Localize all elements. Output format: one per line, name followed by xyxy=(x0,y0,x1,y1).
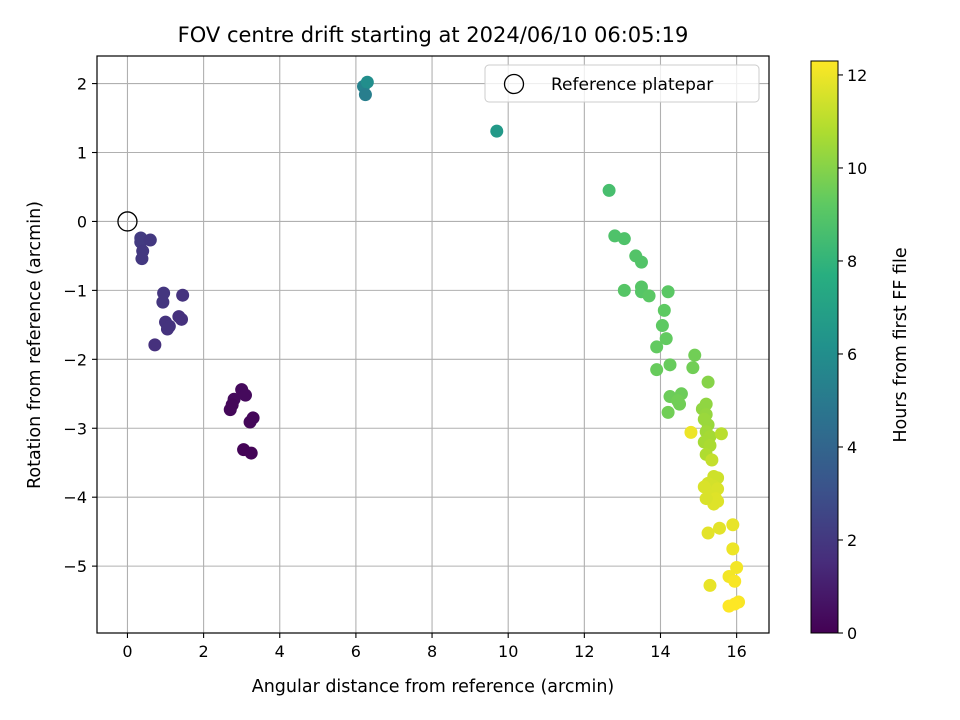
data-point xyxy=(176,288,190,302)
colorbar-tick-label: 4 xyxy=(847,438,857,457)
data-point xyxy=(730,561,744,575)
data-point xyxy=(659,332,673,346)
y-tick-label: −2 xyxy=(63,350,87,369)
x-axis-ticks: 0 2 4 6 8 10 12 14 16 xyxy=(122,633,747,661)
y-axis-ticks: −5 −4 −3 −2 −1 0 1 2 xyxy=(63,75,97,576)
reference-point xyxy=(117,211,138,232)
legend: Reference platepar xyxy=(484,64,760,103)
plot-frame xyxy=(96,55,770,634)
data-point xyxy=(703,578,717,592)
grid-lines xyxy=(97,56,769,633)
data-point xyxy=(661,405,675,419)
x-tick-label: 0 xyxy=(122,642,132,661)
y-tick-label: −1 xyxy=(63,281,87,300)
x-tick-label: 14 xyxy=(650,642,670,661)
colorbar-tick-label: 8 xyxy=(847,252,857,271)
data-point xyxy=(722,599,736,613)
data-point xyxy=(243,415,257,429)
data-point xyxy=(701,375,715,389)
data-point xyxy=(657,303,671,317)
x-tick-label: 10 xyxy=(498,642,518,661)
x-tick-label: 6 xyxy=(351,642,361,661)
colorbar-ticks: 0 2 4 6 8 10 12 xyxy=(838,66,867,643)
colorbar-gradient xyxy=(810,60,839,634)
data-point xyxy=(699,492,713,506)
data-point xyxy=(148,338,162,352)
data-point xyxy=(713,521,727,535)
data-point xyxy=(728,574,742,588)
data-point xyxy=(705,453,719,467)
legend-box xyxy=(484,64,760,103)
data-point xyxy=(673,397,687,411)
data-point xyxy=(617,232,631,246)
data-point xyxy=(135,252,149,266)
data-point xyxy=(642,289,656,303)
data-point xyxy=(714,427,728,441)
data-point xyxy=(602,183,616,197)
data-point xyxy=(143,233,157,247)
data-point xyxy=(663,358,677,372)
x-axis-label: Angular distance from reference (arcmin) xyxy=(252,677,615,697)
data-point xyxy=(223,403,237,417)
y-axis-label: Rotation from reference (arcmin) xyxy=(25,201,45,489)
data-point xyxy=(661,285,675,299)
y-tick-label: −3 xyxy=(63,419,87,438)
reference-marker xyxy=(117,211,138,232)
data-point xyxy=(650,363,664,377)
x-tick-label: 12 xyxy=(574,642,594,661)
y-tick-label: −5 xyxy=(63,557,87,576)
colorbar: 0 2 4 6 8 10 12 Hours from first FF file xyxy=(810,60,911,643)
data-point xyxy=(650,340,664,354)
x-tick-label: 2 xyxy=(199,642,209,661)
legend-marker-icon xyxy=(503,73,525,95)
colorbar-tick-label: 6 xyxy=(847,345,857,364)
data-point xyxy=(655,319,669,333)
data-point xyxy=(358,88,372,102)
y-tick-label: 0 xyxy=(77,212,87,231)
data-point xyxy=(726,518,740,532)
data-point xyxy=(238,388,252,402)
data-point xyxy=(160,322,174,336)
data-point xyxy=(684,425,698,439)
colorbar-tick-label: 10 xyxy=(847,159,867,178)
data-point xyxy=(175,312,189,326)
data-point xyxy=(686,361,700,375)
data-points xyxy=(134,75,746,613)
y-tick-label: 1 xyxy=(77,144,87,163)
data-point xyxy=(634,255,648,269)
data-point xyxy=(156,295,170,309)
y-tick-label: 2 xyxy=(77,75,87,94)
chart-title: FOV centre drift starting at 2024/06/10 … xyxy=(178,23,689,47)
legend-label: Reference platepar xyxy=(551,75,713,95)
data-point xyxy=(617,283,631,297)
data-point xyxy=(490,124,504,138)
data-point xyxy=(688,348,702,362)
x-tick-label: 16 xyxy=(726,642,746,661)
data-point xyxy=(360,75,374,89)
data-point xyxy=(701,526,715,540)
colorbar-label: Hours from first FF file xyxy=(891,247,911,442)
data-point xyxy=(244,446,258,460)
colorbar-tick-label: 2 xyxy=(847,531,857,550)
colorbar-tick-label: 12 xyxy=(847,66,867,85)
y-tick-label: −4 xyxy=(63,488,87,507)
x-tick-label: 8 xyxy=(427,642,437,661)
x-tick-label: 4 xyxy=(275,642,285,661)
colorbar-tick-label: 0 xyxy=(847,624,857,643)
data-point xyxy=(699,397,713,411)
data-point xyxy=(726,542,740,556)
